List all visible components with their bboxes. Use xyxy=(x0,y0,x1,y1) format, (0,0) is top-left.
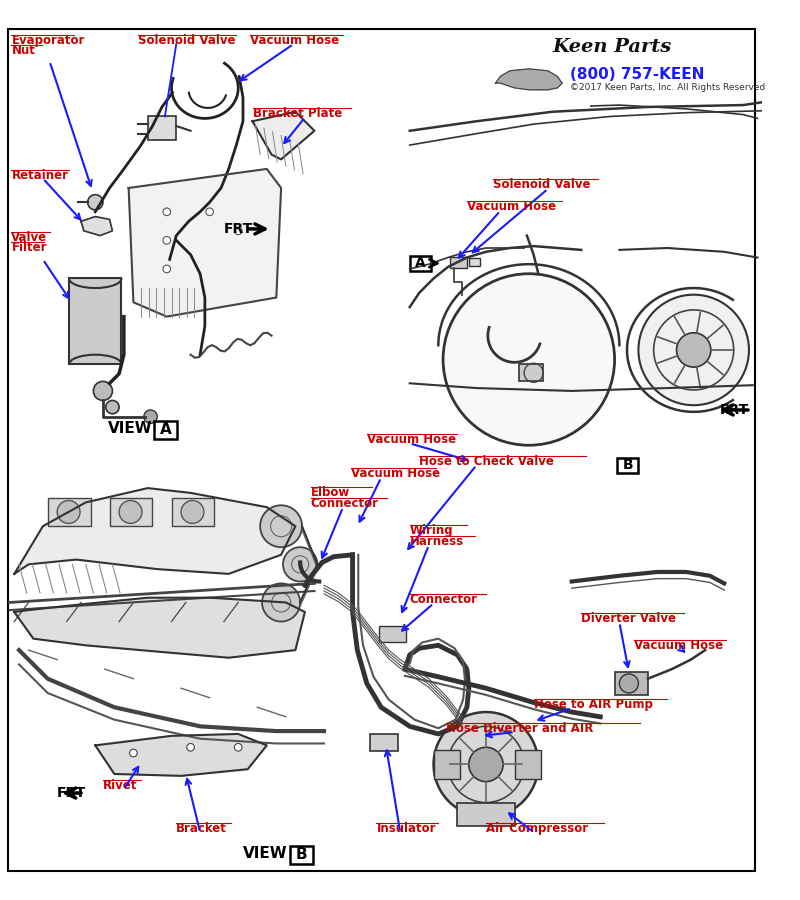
Text: VIEW: VIEW xyxy=(243,846,288,861)
Polygon shape xyxy=(95,734,267,776)
Circle shape xyxy=(163,237,170,244)
Circle shape xyxy=(206,208,214,216)
Text: FRT: FRT xyxy=(57,786,86,800)
Text: Elbow: Elbow xyxy=(310,486,350,500)
Polygon shape xyxy=(495,69,562,90)
Text: Vacuum Hose: Vacuum Hose xyxy=(367,433,456,446)
Circle shape xyxy=(119,500,142,524)
Circle shape xyxy=(262,583,300,622)
Bar xyxy=(110,498,153,526)
Polygon shape xyxy=(81,217,113,236)
Text: Hose to AIR Pump: Hose to AIR Pump xyxy=(534,698,653,711)
Circle shape xyxy=(283,547,318,581)
Text: ©2017 Keen Parts, Inc. All Rights Reserved: ©2017 Keen Parts, Inc. All Rights Reserv… xyxy=(570,83,765,92)
Polygon shape xyxy=(253,112,314,159)
Text: Wiring: Wiring xyxy=(410,525,454,537)
Text: B: B xyxy=(622,458,634,473)
Bar xyxy=(290,846,313,863)
Polygon shape xyxy=(14,488,295,574)
Bar xyxy=(614,672,648,695)
Bar xyxy=(171,498,214,526)
Circle shape xyxy=(443,274,614,446)
Circle shape xyxy=(234,743,242,752)
Text: Vacuum Hose: Vacuum Hose xyxy=(634,639,722,652)
Circle shape xyxy=(106,400,119,414)
Text: Keen Parts: Keen Parts xyxy=(553,39,672,57)
Bar xyxy=(618,457,638,472)
Text: Connector: Connector xyxy=(410,593,478,606)
Text: Vacuum Hose: Vacuum Hose xyxy=(467,201,556,213)
Circle shape xyxy=(260,505,302,547)
Text: Bracket Plate: Bracket Plate xyxy=(253,107,342,120)
Text: VIEW: VIEW xyxy=(108,421,153,436)
Circle shape xyxy=(57,500,80,524)
Text: Rivet: Rivet xyxy=(103,778,138,792)
Circle shape xyxy=(638,294,749,405)
Bar xyxy=(370,734,398,752)
Circle shape xyxy=(163,208,170,216)
Polygon shape xyxy=(14,598,305,658)
Circle shape xyxy=(163,266,170,273)
Circle shape xyxy=(88,194,103,210)
Circle shape xyxy=(469,747,503,781)
Bar xyxy=(450,256,467,268)
Bar xyxy=(410,256,430,271)
Text: Connector: Connector xyxy=(310,497,378,509)
Bar xyxy=(469,258,480,266)
Text: Solenoid Valve: Solenoid Valve xyxy=(493,178,590,192)
Text: Hose to Check Valve: Hose to Check Valve xyxy=(419,454,554,468)
Text: Vacuum Hose: Vacuum Hose xyxy=(250,33,338,47)
Bar xyxy=(48,498,90,526)
Text: Evaporator: Evaporator xyxy=(11,33,85,47)
Text: Retainer: Retainer xyxy=(11,169,69,182)
Text: B: B xyxy=(295,848,307,862)
Circle shape xyxy=(94,382,113,400)
Text: Nut: Nut xyxy=(11,44,35,57)
Bar xyxy=(154,421,178,438)
Bar xyxy=(69,278,121,365)
Text: Solenoid Valve: Solenoid Valve xyxy=(138,33,236,47)
Text: Harness: Harness xyxy=(410,535,464,548)
Text: A: A xyxy=(415,256,426,270)
Circle shape xyxy=(619,674,638,693)
Text: Hose Diverter and AIR: Hose Diverter and AIR xyxy=(446,722,594,734)
Text: Filter: Filter xyxy=(11,241,47,255)
Bar xyxy=(379,626,406,642)
Text: Bracket: Bracket xyxy=(176,822,227,834)
Text: Diverter Valve: Diverter Valve xyxy=(582,612,676,625)
Text: A: A xyxy=(160,422,172,437)
Text: FRT: FRT xyxy=(719,403,749,417)
Bar xyxy=(514,751,542,778)
Circle shape xyxy=(181,500,204,524)
Circle shape xyxy=(677,333,711,367)
Text: Insulator: Insulator xyxy=(376,822,436,834)
Text: Valve: Valve xyxy=(11,230,47,244)
Polygon shape xyxy=(129,169,281,317)
Circle shape xyxy=(234,227,242,235)
Bar xyxy=(434,751,460,778)
Circle shape xyxy=(144,410,158,423)
Text: Air Compressor: Air Compressor xyxy=(486,822,588,834)
Bar xyxy=(519,364,543,382)
Circle shape xyxy=(434,712,538,817)
Circle shape xyxy=(186,743,194,752)
Text: Vacuum Hose: Vacuum Hose xyxy=(350,467,440,481)
Bar xyxy=(148,116,176,140)
Circle shape xyxy=(130,749,138,757)
Text: (800) 757-KEEN: (800) 757-KEEN xyxy=(570,67,704,82)
Text: FRT: FRT xyxy=(224,222,253,236)
Bar xyxy=(458,803,514,826)
